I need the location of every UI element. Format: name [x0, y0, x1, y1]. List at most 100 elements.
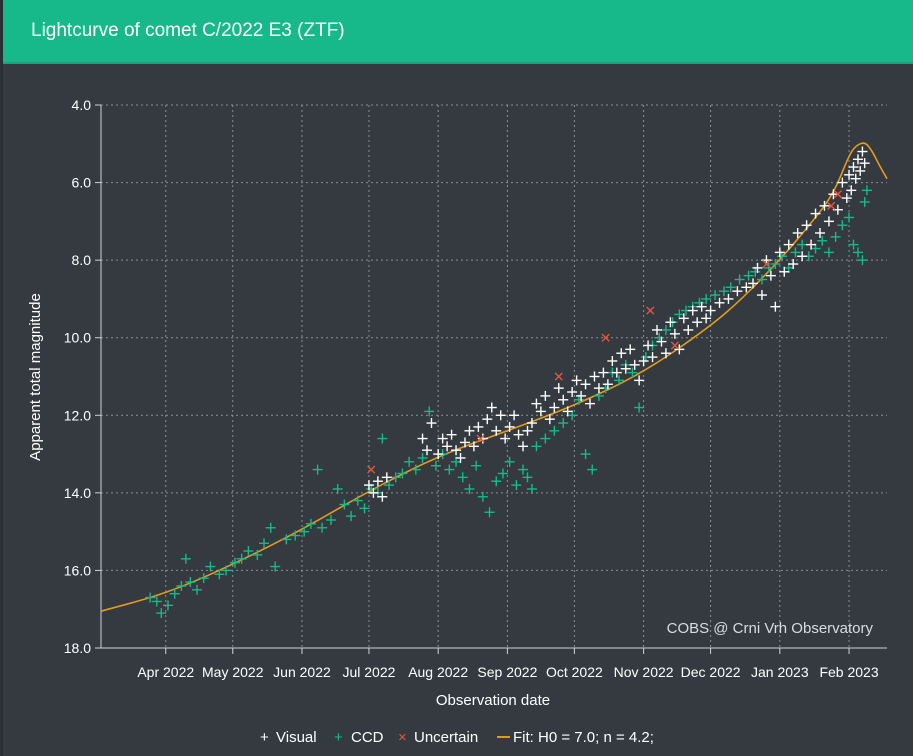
- visual-point: [774, 247, 785, 258]
- ccd-point: [491, 476, 502, 487]
- ccd-point: [397, 468, 408, 479]
- y-tick-label: 16.0: [64, 562, 91, 578]
- visual-point: [363, 480, 374, 491]
- visual-point: [674, 344, 685, 355]
- visual-point: [683, 324, 694, 335]
- legend-item-visual[interactable]: + Visual: [260, 729, 317, 746]
- visual-point: [455, 452, 466, 463]
- uncertain-point-d2: [601, 333, 610, 342]
- visual-point: [372, 476, 383, 487]
- uncertain-point-d2: [833, 190, 842, 199]
- visual-point: [638, 355, 649, 366]
- ccd-point: [214, 569, 225, 580]
- y-tick-label: 12.0: [64, 407, 91, 423]
- uncertain-point-d2: [367, 465, 376, 474]
- legend-item-fit[interactable]: Fit: H0 = 7.0; n = 4.2;: [497, 729, 654, 746]
- visual-point: [544, 414, 555, 425]
- ccd-point: [861, 185, 872, 196]
- visual-point: [495, 410, 506, 421]
- ccd-point: [192, 584, 203, 595]
- ccd-point: [725, 282, 736, 293]
- ccd-point: [270, 561, 281, 572]
- ccd-point: [540, 433, 551, 444]
- ccd-point: [457, 472, 468, 483]
- x-tick-label: Jul 2022: [342, 664, 395, 680]
- visual-point: [616, 348, 627, 359]
- ccd-point: [352, 495, 363, 506]
- y-tick-label: 18.0: [64, 640, 91, 656]
- visual-point: [855, 165, 866, 176]
- visual-point: [848, 162, 859, 173]
- ccd-point: [660, 324, 671, 335]
- ccd-point: [614, 375, 625, 386]
- visual-point: [669, 328, 680, 339]
- visual-point: [852, 154, 863, 165]
- ccd-point: [299, 526, 310, 537]
- ccd-point: [169, 588, 180, 599]
- ccd-point: [477, 491, 488, 502]
- ccd-point: [410, 464, 421, 475]
- y-tick-label: 6.0: [72, 175, 92, 191]
- ccd-point: [145, 592, 156, 603]
- legend-item-ccd[interactable]: + CCD: [334, 729, 384, 746]
- page-edge: [0, 0, 3, 756]
- ccd-point: [518, 464, 529, 475]
- visual-point: [701, 313, 712, 324]
- legend-item-uncertain[interactable]: × Uncertain: [398, 729, 478, 746]
- ccd-point: [236, 553, 247, 564]
- visual-point: [692, 317, 703, 328]
- uncertain-point: [646, 306, 655, 315]
- visual-point: [850, 173, 861, 184]
- ccd-point: [522, 472, 533, 483]
- visual-point: [526, 418, 537, 429]
- visual-point: [770, 301, 781, 312]
- fit-curve: [100, 142, 888, 612]
- visual-point: [634, 375, 645, 386]
- ccd-point: [710, 290, 721, 301]
- ccd-point: [404, 456, 415, 467]
- visual-point: [797, 251, 808, 262]
- visual-point: [422, 445, 433, 456]
- ccd-point: [511, 480, 522, 491]
- ccd-point: [627, 367, 638, 378]
- ccd-point: [221, 565, 232, 576]
- visual-point: [832, 204, 843, 215]
- ccd-point: [701, 293, 712, 304]
- x-tick-label: Apr 2022: [137, 664, 194, 680]
- visual-point: [531, 398, 542, 409]
- ccd-point: [817, 235, 828, 246]
- visual-point: [607, 355, 618, 366]
- ccd-point: [290, 530, 301, 541]
- ccd-point: [185, 577, 196, 588]
- y-axis-label: Apparent total magnitude: [27, 293, 44, 461]
- visual-point: [562, 406, 573, 417]
- ccd-point: [830, 231, 841, 242]
- visual-point: [513, 429, 524, 440]
- visual-point: [580, 379, 591, 390]
- y-tick-label: 8.0: [72, 252, 92, 268]
- fit-line: [100, 142, 888, 612]
- visual-point: [741, 282, 752, 293]
- x-tick-label: Sep 2022: [477, 664, 537, 680]
- uncertain-point: [367, 465, 376, 474]
- ccd-point: [156, 608, 167, 619]
- ccd-point: [484, 507, 495, 518]
- uncertain-point: [554, 372, 563, 381]
- visual-point: [806, 239, 817, 250]
- ccd-point: [526, 483, 537, 494]
- ccd-point: [634, 402, 645, 413]
- visual-point: [504, 421, 515, 432]
- legend-label-visual: Visual: [276, 729, 317, 746]
- visual-point: [571, 375, 582, 386]
- ccd-point: [265, 522, 276, 533]
- ccd-point: [471, 460, 482, 471]
- visual-point: [647, 352, 658, 363]
- visual-point: [446, 429, 457, 440]
- uncertain-point: [476, 434, 485, 443]
- visual-point: [859, 158, 870, 169]
- visual-point: [459, 437, 470, 448]
- visual-point: [381, 472, 392, 483]
- uncertain-point-d2: [827, 201, 836, 210]
- visual-point: [567, 387, 578, 398]
